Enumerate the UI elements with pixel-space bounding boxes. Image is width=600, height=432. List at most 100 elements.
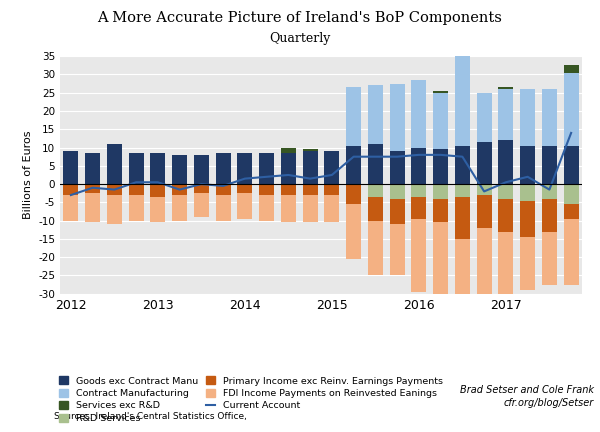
Bar	[302, 151, 318, 184]
Bar	[455, 184, 470, 197]
Bar	[563, 184, 579, 204]
Bar	[194, 155, 209, 184]
Bar	[563, 65, 579, 73]
Bar	[542, 184, 557, 199]
Bar	[368, 86, 383, 144]
Bar	[476, 142, 492, 184]
Text: A More Accurate Picture of Ireland's BoP Components: A More Accurate Picture of Ireland's BoP…	[98, 11, 502, 25]
Bar	[411, 197, 427, 219]
Bar	[476, 195, 492, 228]
Bar	[520, 146, 535, 184]
Bar	[498, 184, 514, 199]
Bar	[433, 184, 448, 199]
Bar	[324, 195, 340, 222]
Bar	[542, 89, 557, 146]
Bar	[498, 140, 514, 184]
Bar	[281, 184, 296, 195]
Bar	[389, 224, 405, 276]
Bar	[476, 93, 492, 142]
Bar	[237, 153, 253, 184]
Bar	[411, 219, 427, 292]
Bar	[498, 199, 514, 232]
Bar	[389, 199, 405, 224]
Bar	[455, 197, 470, 239]
Bar	[63, 151, 79, 184]
Bar	[498, 89, 514, 140]
Bar	[433, 91, 448, 93]
Bar	[237, 184, 253, 193]
Bar	[281, 195, 296, 222]
Bar	[128, 195, 144, 221]
Bar	[194, 184, 209, 193]
Bar	[455, 49, 470, 146]
Bar	[542, 232, 557, 285]
Bar	[520, 200, 535, 237]
Bar	[259, 184, 274, 195]
Bar	[563, 219, 579, 285]
Bar	[389, 151, 405, 184]
Bar	[389, 184, 405, 199]
Bar	[433, 199, 448, 222]
Text: Quarterly: Quarterly	[269, 32, 331, 45]
Bar	[368, 184, 383, 197]
Bar	[346, 204, 361, 259]
Bar	[281, 153, 296, 184]
Bar	[455, 146, 470, 184]
Bar	[324, 184, 340, 195]
Bar	[215, 184, 231, 195]
Bar	[389, 83, 405, 151]
Bar	[563, 146, 579, 184]
Bar	[63, 184, 79, 195]
Bar	[107, 184, 122, 195]
Bar	[542, 146, 557, 184]
Bar	[520, 237, 535, 290]
Bar	[237, 193, 253, 219]
Bar	[107, 195, 122, 224]
Bar	[455, 239, 470, 294]
Bar	[563, 204, 579, 219]
Legend: Goods exc Contract Manu, Contract Manufacturing, Services exc R&D, R&D Services,: Goods exc Contract Manu, Contract Manufa…	[59, 376, 443, 423]
Bar	[194, 193, 209, 217]
Bar	[215, 195, 231, 221]
Bar	[563, 73, 579, 146]
Bar	[302, 184, 318, 195]
Bar	[433, 222, 448, 295]
Text: Brad Setser and Cole Frank: Brad Setser and Cole Frank	[460, 385, 594, 395]
Bar	[259, 153, 274, 184]
Bar	[520, 184, 535, 200]
Bar	[281, 148, 296, 153]
Bar	[346, 146, 361, 184]
Bar	[107, 144, 122, 184]
Bar	[476, 184, 492, 195]
Bar	[85, 193, 100, 222]
Bar	[302, 195, 318, 222]
Bar	[150, 197, 166, 222]
Bar	[368, 197, 383, 221]
Bar	[498, 232, 514, 325]
Bar	[324, 151, 340, 184]
Bar	[433, 149, 448, 184]
Bar	[346, 87, 361, 146]
Bar	[150, 153, 166, 184]
Bar	[128, 153, 144, 184]
Bar	[215, 153, 231, 184]
Bar	[433, 93, 448, 149]
Bar	[150, 184, 166, 197]
Bar	[498, 87, 514, 89]
Bar	[368, 144, 383, 184]
Bar	[346, 184, 361, 204]
Y-axis label: Billions of Euros: Billions of Euros	[23, 131, 32, 219]
Bar	[172, 155, 187, 184]
Bar	[411, 80, 427, 148]
Bar	[411, 184, 427, 197]
Bar	[411, 148, 427, 184]
Bar	[259, 195, 274, 221]
Bar	[172, 184, 187, 195]
Bar	[85, 184, 100, 193]
Bar	[520, 89, 535, 146]
Bar	[85, 153, 100, 184]
Bar	[476, 228, 492, 319]
Bar	[302, 149, 318, 151]
Bar	[368, 221, 383, 276]
Bar	[542, 199, 557, 232]
